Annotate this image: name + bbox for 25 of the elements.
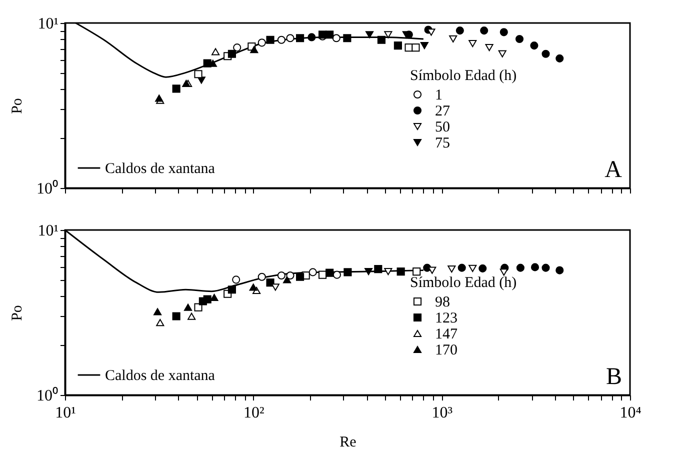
- x-axis-title: Re: [340, 434, 357, 450]
- legend-label: 170: [435, 342, 458, 358]
- legend-title: Símbolo Edad (h): [410, 275, 517, 291]
- annotation: B: [606, 364, 622, 390]
- legend-label: Caldos de xantana: [105, 161, 216, 177]
- x-tick-label: 10²: [243, 404, 264, 422]
- y-axis-title: Po: [10, 98, 26, 114]
- y-axis-title: Po: [10, 305, 26, 321]
- x-tick-label: 10³: [432, 404, 453, 422]
- x-tick-label: 10⁴: [620, 404, 642, 422]
- y-tick-label: 10⁰: [36, 386, 58, 404]
- y-tick-label: 10¹: [38, 16, 59, 32]
- legend-label: 1: [435, 88, 442, 104]
- legend-label: 27: [435, 104, 450, 120]
- annotation: A: [604, 157, 623, 183]
- legend-label: Caldos de xantana: [105, 368, 216, 384]
- legend-label: 50: [435, 120, 450, 136]
- legend-title: Símbolo Edad (h): [410, 68, 517, 84]
- y-tick-label: 10¹: [38, 222, 59, 240]
- y-tick-label: 10⁰: [36, 180, 58, 198]
- legend-label: 75: [435, 136, 450, 152]
- legend-label: 123: [435, 310, 458, 326]
- x-tick-label: 10¹: [55, 404, 76, 422]
- legend-label: 98: [435, 294, 450, 310]
- legend-label: 147: [435, 326, 458, 342]
